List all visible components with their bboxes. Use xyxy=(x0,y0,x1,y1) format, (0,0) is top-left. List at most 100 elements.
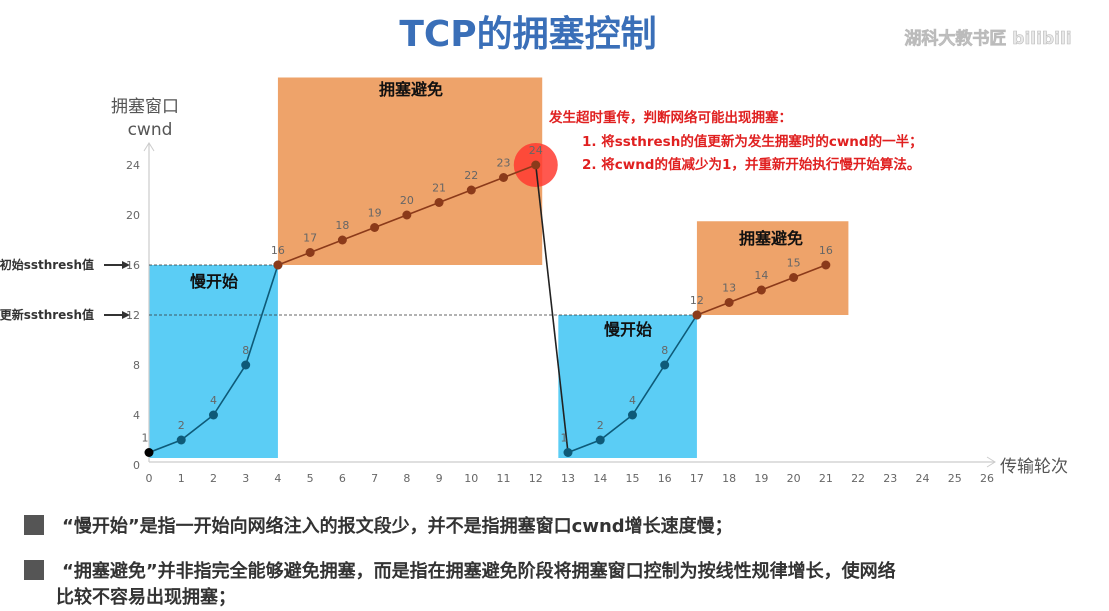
x-tick-label: 21 xyxy=(819,472,833,485)
data-point xyxy=(241,360,251,370)
y-tick-label: 20 xyxy=(126,209,140,222)
data-label: 20 xyxy=(400,194,414,207)
data-label: 12 xyxy=(690,294,704,307)
slide-title: TCP的拥塞控制 xyxy=(399,14,656,55)
data-label: 15 xyxy=(787,257,801,270)
data-label: 2 xyxy=(597,419,604,432)
x-tick-label: 5 xyxy=(307,472,314,485)
region-label: 拥塞避免 xyxy=(379,80,443,99)
data-point xyxy=(370,223,380,232)
data-point xyxy=(499,173,509,182)
x-tick-label: 13 xyxy=(561,472,575,485)
data-label: 24 xyxy=(529,144,543,157)
x-tick-label: 18 xyxy=(722,472,736,485)
bullet-square xyxy=(24,515,44,535)
x-tick-label: 1 xyxy=(178,472,185,485)
region-label: 慢开始 xyxy=(604,320,652,339)
x-tick-label: 16 xyxy=(658,472,672,485)
threshold-label: 初始ssthresh值 xyxy=(0,257,94,272)
data-point xyxy=(305,248,315,257)
y-tick-label: 8 xyxy=(133,359,140,372)
x-tick-label: 24 xyxy=(916,472,930,485)
x-axis-arrow-icon xyxy=(986,456,996,468)
annotation-line-2: 2. 将cwnd的值减少为1，并重新开始执行慢开始算法。 xyxy=(582,156,920,173)
data-point xyxy=(627,410,637,420)
data-label: 4 xyxy=(629,394,636,407)
x-tick-label: 23 xyxy=(883,472,897,485)
series-line-drop xyxy=(534,164,569,453)
data-label: 4 xyxy=(210,394,217,407)
data-label: 1 xyxy=(561,432,568,445)
y-tick-label: 12 xyxy=(126,309,140,322)
data-point xyxy=(563,448,573,457)
y-tick-label: 0 xyxy=(133,459,140,472)
annotation-line-1: 1. 将ssthresh的值更新为发生拥塞时的cwnd的一半； xyxy=(582,133,923,150)
region-slow-start xyxy=(149,265,278,458)
data-point xyxy=(434,198,444,207)
data-label: 21 xyxy=(432,182,446,195)
region-congestion-avoidance xyxy=(277,77,543,265)
y-axis-arrow-icon xyxy=(143,142,155,152)
x-tick-label: 26 xyxy=(980,472,994,485)
data-label: 19 xyxy=(368,207,382,220)
region-label: 慢开始 xyxy=(190,272,238,291)
x-axis-label: 传输轮次 xyxy=(1000,457,1068,477)
note-2: “拥塞避免”并非指完全能够避免拥塞，而是指在拥塞避免阶段将拥塞窗口控制为按线性规… xyxy=(62,561,896,582)
data-point xyxy=(144,448,154,457)
x-tick-label: 12 xyxy=(529,472,543,485)
y-tick-label: 16 xyxy=(126,259,140,272)
y-tick-label: 4 xyxy=(133,409,140,422)
arrow-right-icon xyxy=(122,311,130,319)
x-tick-label: 4 xyxy=(274,472,281,485)
x-tick-label: 9 xyxy=(436,472,443,485)
threshold-label: 更新ssthresh值 xyxy=(0,307,94,322)
data-point xyxy=(466,185,476,195)
data-label: 13 xyxy=(722,282,736,295)
x-tick-label: 6 xyxy=(339,472,346,485)
x-tick-label: 14 xyxy=(593,472,607,485)
note-1: “慢开始”是指一开始向网络注入的报文段少，并不是指拥塞窗口cwnd增长速度慢； xyxy=(62,516,733,537)
y-axis-label-2: cwnd xyxy=(128,120,173,140)
x-tick-label: 7 xyxy=(371,472,378,485)
data-label: 2 xyxy=(178,419,185,432)
note-3: 比较不容易出现拥塞； xyxy=(56,587,236,608)
data-label: 8 xyxy=(661,344,668,357)
y-tick-label: 24 xyxy=(126,159,140,172)
data-point xyxy=(208,410,218,420)
data-point xyxy=(402,210,412,220)
data-point xyxy=(337,235,347,245)
annotation-heading: 发生超时重传，判断网络可能出现拥塞： xyxy=(548,109,792,126)
data-label: 18 xyxy=(335,219,349,232)
data-label: 14 xyxy=(754,269,768,282)
bullet-square xyxy=(24,560,44,580)
x-tick-label: 0 xyxy=(146,472,153,485)
region-label: 拥塞避免 xyxy=(739,229,803,248)
data-point xyxy=(531,160,541,170)
region-slow-start xyxy=(558,315,697,458)
data-label: 1 xyxy=(142,432,149,445)
data-point xyxy=(176,435,186,445)
data-point xyxy=(273,260,283,270)
x-tick-label: 25 xyxy=(948,472,962,485)
data-label: 17 xyxy=(303,232,317,245)
data-point xyxy=(821,260,831,270)
x-tick-label: 17 xyxy=(690,472,704,485)
x-tick-label: 3 xyxy=(242,472,249,485)
data-label: 8 xyxy=(242,344,249,357)
x-tick-label: 22 xyxy=(851,472,865,485)
watermark: 湖科大教书匠 bilibili xyxy=(904,28,1071,49)
data-label: 16 xyxy=(819,244,833,257)
data-point xyxy=(692,310,702,320)
x-tick-label: 19 xyxy=(754,472,768,485)
data-point xyxy=(595,435,605,445)
x-tick-label: 15 xyxy=(625,472,639,485)
y-axis-label-1: 拥塞窗口 xyxy=(111,97,179,117)
x-tick-label: 10 xyxy=(464,472,478,485)
data-point xyxy=(756,285,766,295)
data-point xyxy=(660,360,670,370)
x-tick-label: 20 xyxy=(787,472,801,485)
x-tick-label: 11 xyxy=(497,472,511,485)
x-tick-label: 8 xyxy=(403,472,410,485)
